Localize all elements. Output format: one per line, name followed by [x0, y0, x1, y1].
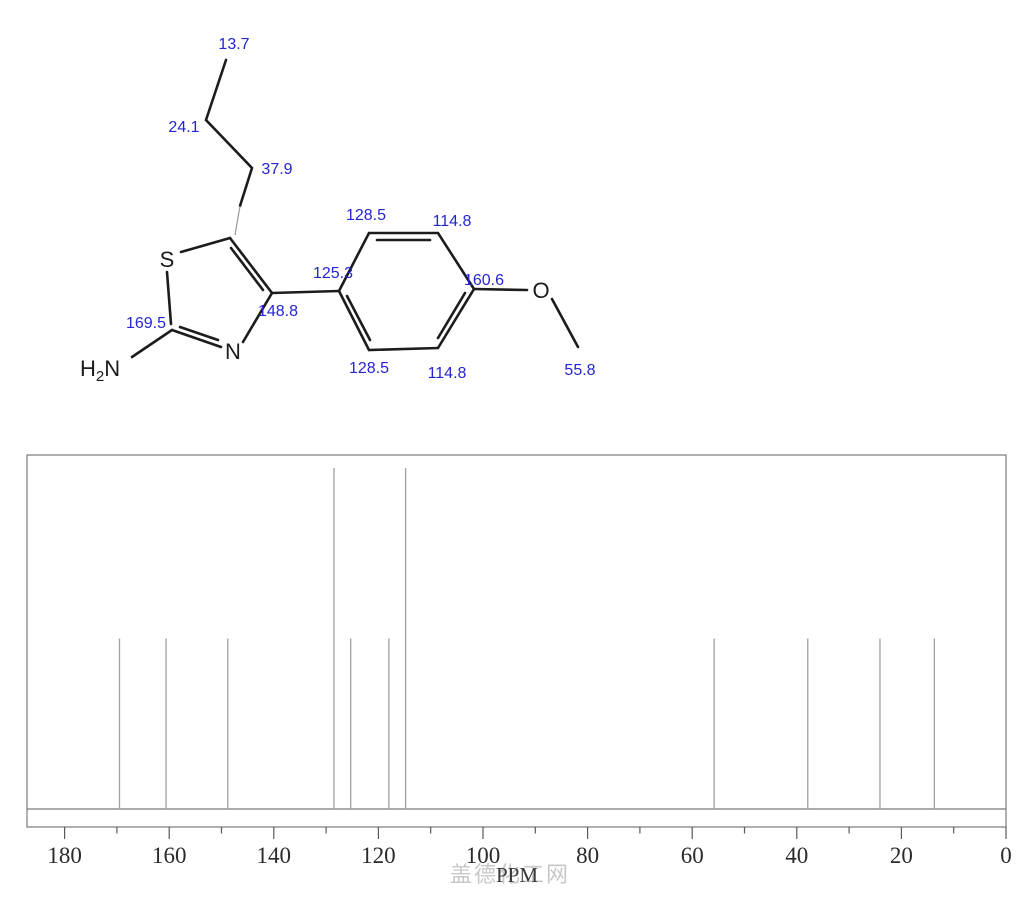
atom-h2n: H2N [80, 356, 120, 385]
peak-group [118, 468, 935, 809]
tick-label: 120 [361, 843, 396, 868]
shift-label: 37.9 [261, 161, 292, 178]
tick-label: 140 [257, 843, 292, 868]
tick-label: 160 [152, 843, 187, 868]
spectrum-frame [26, 454, 1007, 828]
bond-c2-s [165, 270, 173, 326]
tick-label: 20 [890, 843, 913, 868]
nmr-spectrum: 180 160 140 120 100 80 60 40 20 0 盖德化工网 PPM [26, 454, 1012, 887]
bond-c2-nh2 [130, 328, 174, 359]
atom-n: N [225, 339, 241, 364]
bond-o-ch3 [550, 297, 580, 349]
tick-label: 180 [47, 843, 82, 868]
shift-labels: 13.7 24.1 37.9 169.5 148.8 125.3 128.5 114.8 160… [126, 36, 596, 382]
tick-label: 100 [466, 843, 501, 868]
tick-label: 80 [576, 843, 599, 868]
axis-tick-label-group: 180 160 140 120 100 80 60 40 20 0 [47, 843, 1011, 868]
bond-c5-c4-inner [229, 246, 265, 292]
bond-c5-c4 [228, 236, 274, 295]
tick-label: 40 [785, 843, 808, 868]
x-axis-title: PPM [496, 863, 538, 887]
phenyl-ring [337, 231, 476, 352]
tick-label: 0 [1000, 843, 1012, 868]
phenyl-double-left [345, 294, 372, 342]
tick-label: 60 [681, 843, 704, 868]
bond-c4-phenyl [270, 289, 341, 295]
atom-o: O [532, 278, 549, 303]
watermark-text: 盖德化工网 [450, 862, 570, 887]
shift-label: 128.5 [349, 360, 389, 377]
molecule-structure: S N O H2N 13.7 24.1 37.9 169.5 148.8 125.3 128… [80, 36, 596, 385]
shift-label: 160.6 [464, 272, 504, 289]
shift-label: 55.8 [564, 362, 595, 379]
bond-n-c2-inner [178, 325, 220, 342]
shift-label: 169.5 [126, 315, 166, 332]
bond-c4-n [241, 291, 274, 344]
atom-s: S [160, 247, 175, 272]
bond-phenyl-o [472, 287, 529, 292]
shift-label: 13.7 [218, 36, 249, 53]
bond-chain-to-ring [234, 205, 241, 236]
shift-label: 114.8 [433, 213, 472, 230]
axis-tick-group [63, 827, 1007, 839]
shift-label: 148.8 [258, 303, 298, 320]
shift-label: 114.8 [428, 365, 467, 382]
bond-propyl-chain [204, 58, 254, 208]
shift-label: 128.5 [346, 207, 386, 224]
shift-label: 125.3 [313, 265, 353, 282]
bond-s-c5 [179, 236, 232, 254]
bond-n-c2 [170, 328, 223, 349]
phenyl-double-right [436, 291, 467, 340]
shift-label: 24.1 [168, 119, 199, 136]
